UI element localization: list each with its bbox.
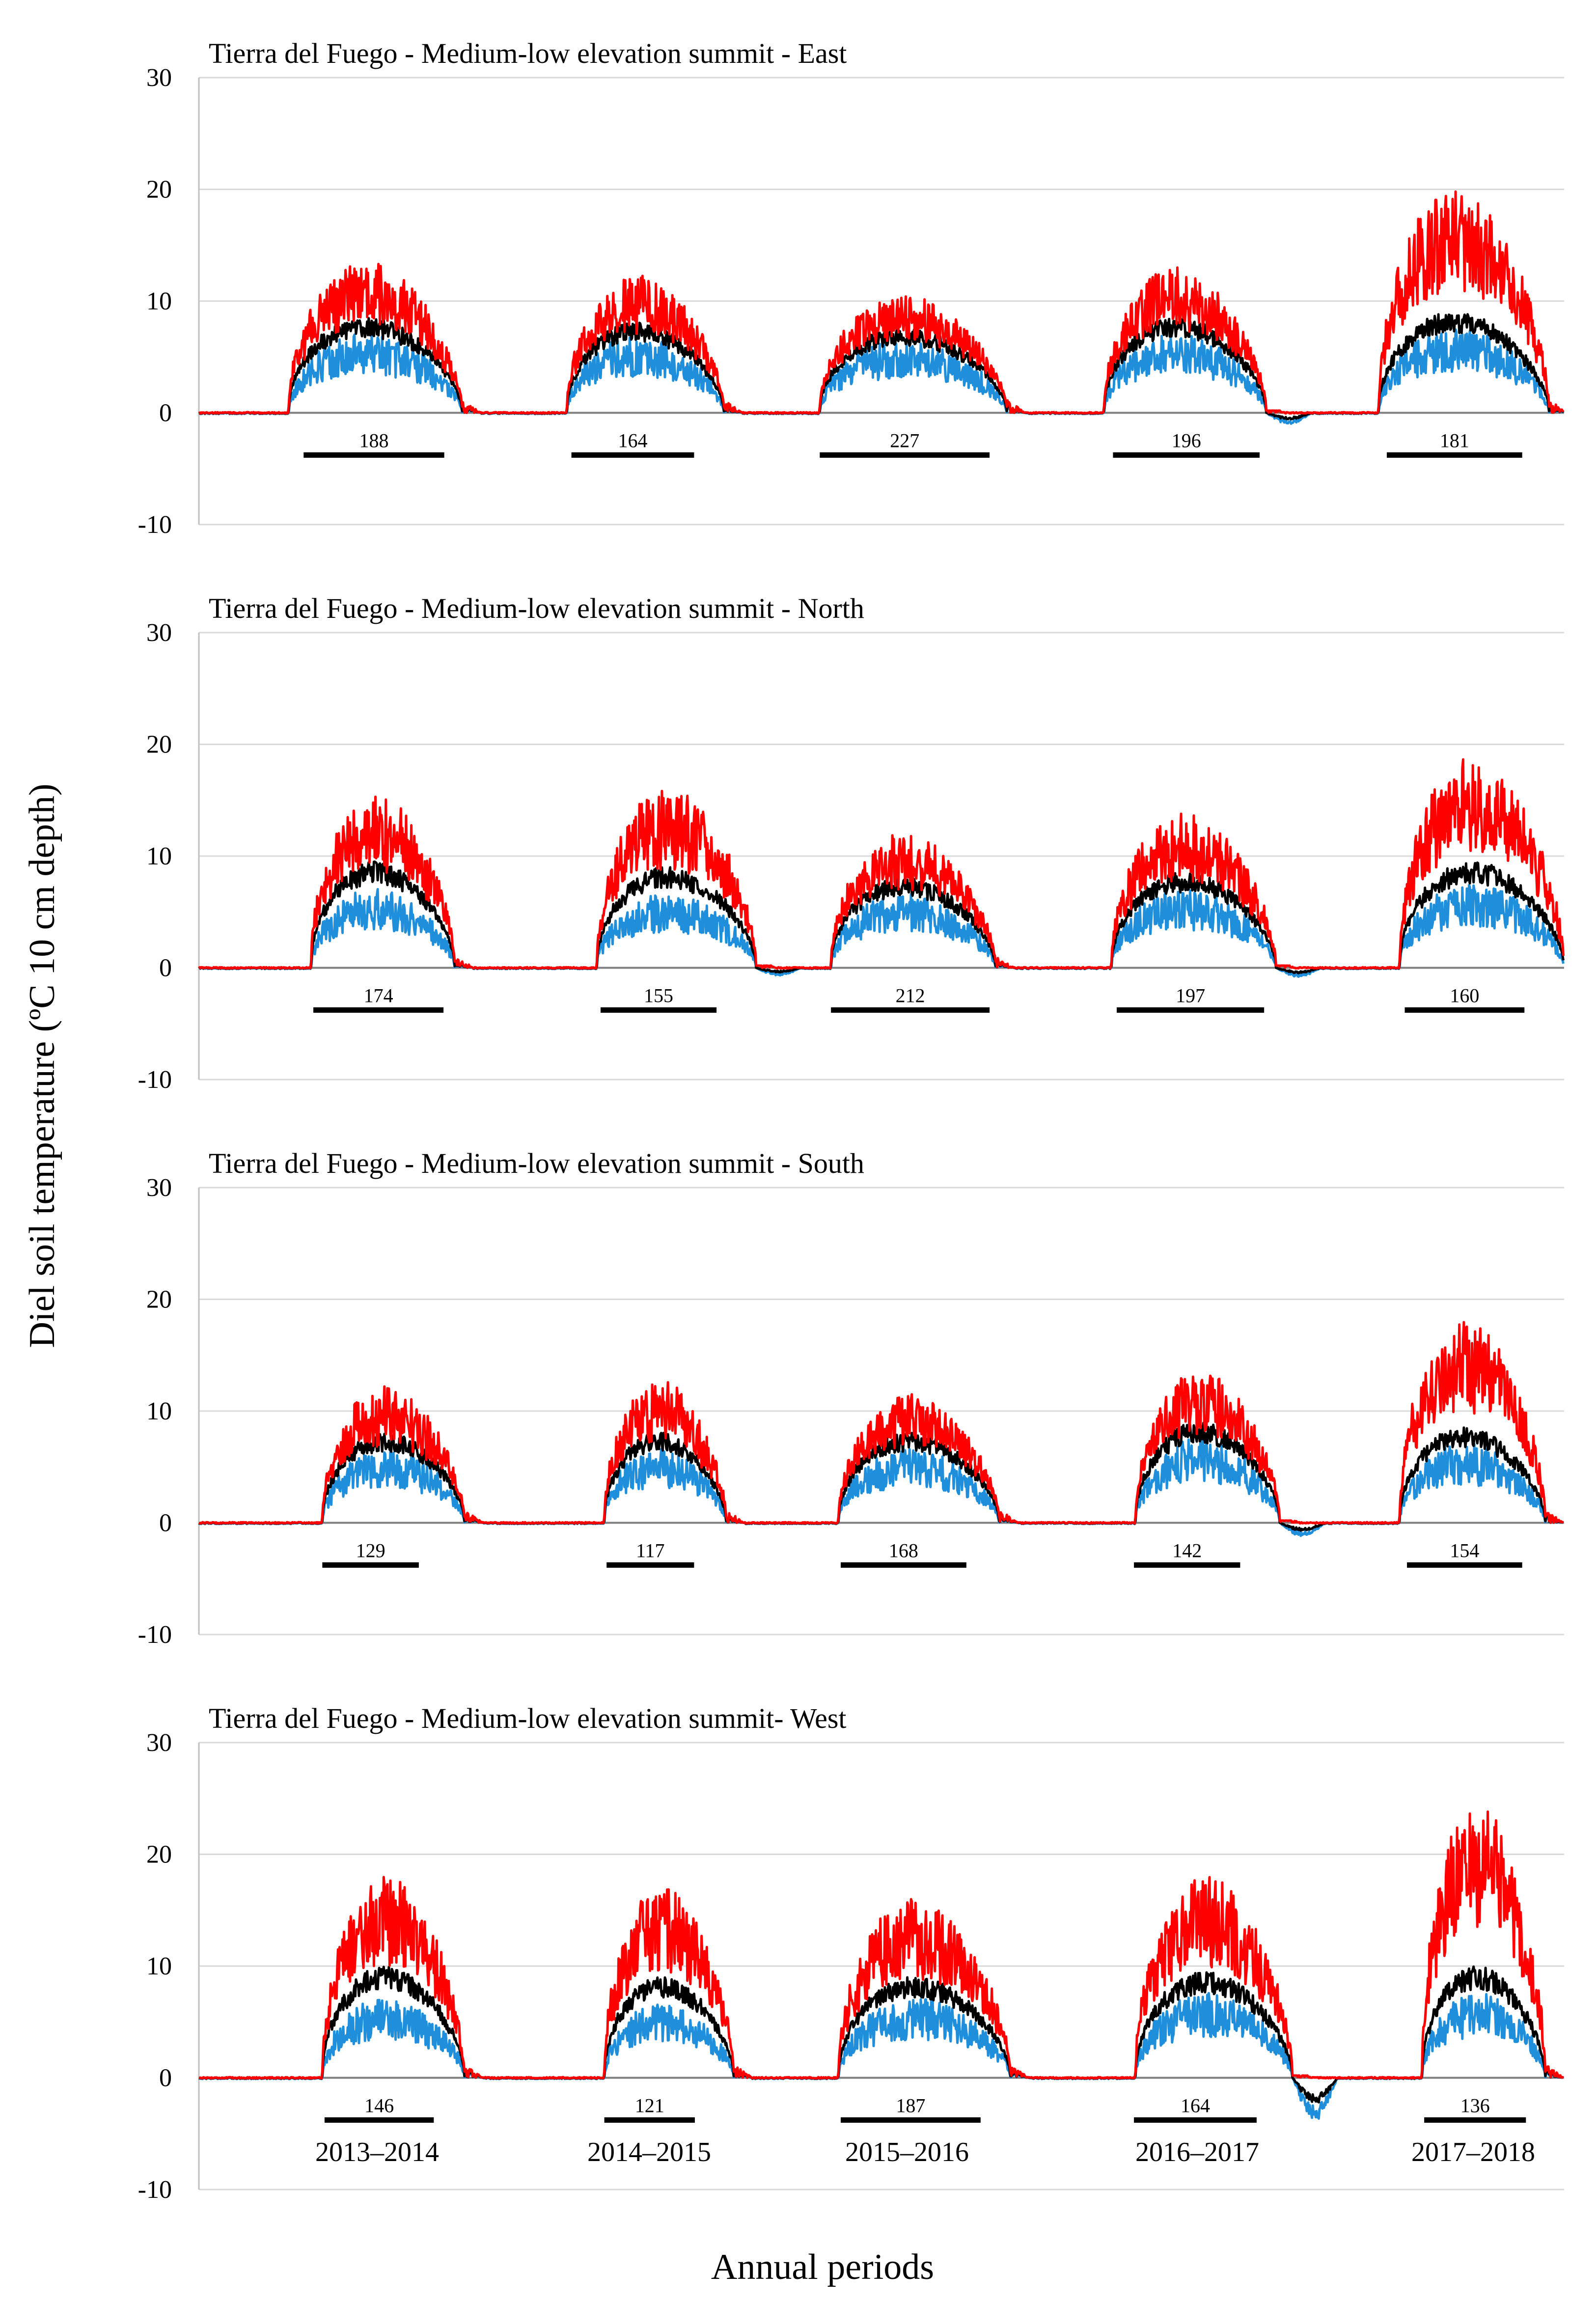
chart-title: Tierra del Fuego - Medium-low elevation … xyxy=(209,592,864,624)
period-label: 2015–2016 xyxy=(845,2137,969,2167)
x-axis-title: Annual periods xyxy=(711,2247,934,2287)
duration-label: 212 xyxy=(896,985,925,1007)
y-tick-label: 0 xyxy=(159,399,172,427)
duration-label: 154 xyxy=(1450,1540,1479,1562)
y-tick-label: 10 xyxy=(146,1397,172,1425)
period-label: 2016–2017 xyxy=(1135,2137,1259,2167)
chart-panel: Tierra del Fuego - Medium-low elevation … xyxy=(138,37,1565,539)
y-tick-label: 30 xyxy=(146,1729,172,1757)
duration-label: 196 xyxy=(1172,430,1201,452)
period-label: 2013–2014 xyxy=(315,2137,439,2167)
y-tick-label: 20 xyxy=(146,731,172,759)
y-tick-label: 30 xyxy=(146,1174,172,1202)
duration-label: 187 xyxy=(896,2095,925,2117)
series-line-max xyxy=(198,758,1565,970)
y-tick-label: 0 xyxy=(159,954,172,982)
y-tick-label: 10 xyxy=(146,842,172,870)
panels: Tierra del Fuego - Medium-low elevation … xyxy=(138,37,1565,2204)
chart-panel: Tierra del Fuego - Medium-low elevation … xyxy=(138,1147,1564,1649)
duration-label: 117 xyxy=(636,1540,665,1562)
y-tick-label: 10 xyxy=(146,287,172,315)
duration-label: 160 xyxy=(1450,985,1479,1007)
period-labels: 2013–2014 2014–2015 2015–2016 2016–2017 … xyxy=(315,2137,1535,2167)
duration-label: 227 xyxy=(890,430,919,452)
duration-label: 181 xyxy=(1440,430,1469,452)
duration-label: 164 xyxy=(618,430,648,452)
y-tick-label: 0 xyxy=(159,1509,172,1537)
duration-label: 155 xyxy=(644,985,673,1007)
chart-title: Tierra del Fuego - Medium-low elevation … xyxy=(209,1702,847,1734)
series-line-min xyxy=(198,1992,1564,2120)
y-axis-title: Diel soil temperature (ºC 10 cm depth) xyxy=(22,783,62,1348)
y-tick-label: -10 xyxy=(138,1066,172,1094)
duration-label: 188 xyxy=(359,430,388,452)
y-tick-label: 20 xyxy=(146,1841,172,1869)
period-label: 2017–2018 xyxy=(1411,2137,1535,2167)
series-line-max xyxy=(198,190,1565,415)
duration-label: 174 xyxy=(364,985,393,1007)
y-tick-label: 30 xyxy=(146,619,172,647)
series-line-mean xyxy=(198,1965,1564,2104)
chart-panel: Tierra del Fuego - Medium-low elevation … xyxy=(138,592,1565,1094)
duration-label: 146 xyxy=(364,2095,394,2117)
duration-label: 142 xyxy=(1172,1540,1202,1562)
y-tick-label: 20 xyxy=(146,1286,172,1314)
chart-title: Tierra del Fuego - Medium-low elevation … xyxy=(209,37,847,69)
y-tick-label: 20 xyxy=(146,176,172,204)
y-tick-label: -10 xyxy=(138,1621,172,1649)
series-line-max xyxy=(198,1321,1564,1525)
duration-label: 197 xyxy=(1176,985,1205,1007)
duration-label: 168 xyxy=(889,1540,918,1562)
chart-title: Tierra del Fuego - Medium-low elevation … xyxy=(209,1147,864,1179)
duration-label: 136 xyxy=(1460,2095,1490,2117)
y-tick-label: -10 xyxy=(138,511,172,539)
duration-label: 164 xyxy=(1181,2095,1210,2117)
period-label: 2014–2015 xyxy=(587,2137,711,2167)
series-line-max xyxy=(198,1810,1564,2080)
duration-label: 121 xyxy=(635,2095,664,2117)
series-line-min xyxy=(198,884,1565,978)
y-tick-label: 0 xyxy=(159,2064,172,2092)
y-tick-label: 10 xyxy=(146,1952,172,1980)
duration-label: 129 xyxy=(356,1540,385,1562)
y-tick-label: -10 xyxy=(138,2176,172,2204)
chart-panel: Tierra del Fuego - Medium-low elevation … xyxy=(138,1702,1564,2204)
y-tick-label: 30 xyxy=(146,64,172,92)
